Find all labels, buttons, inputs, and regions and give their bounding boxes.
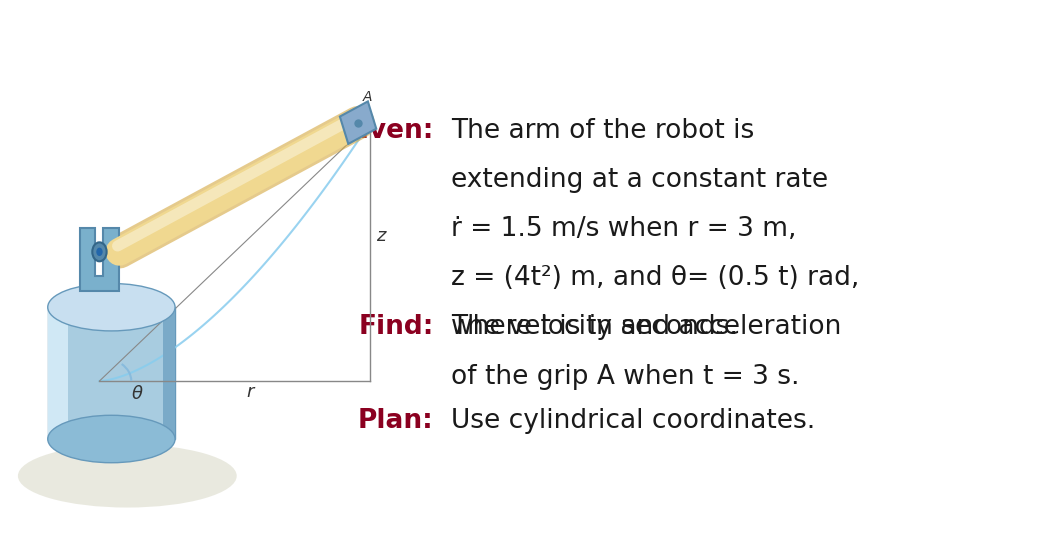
- Text: z = (4t²) m, and θ= (0.5 t) rad,: z = (4t²) m, and θ= (0.5 t) rad,: [451, 265, 860, 291]
- Text: of the grip A when t = 3 s.: of the grip A when t = 3 s.: [451, 364, 800, 390]
- Text: The velocity and acceleration: The velocity and acceleration: [451, 315, 842, 340]
- Text: z: z: [376, 228, 385, 245]
- Text: Use cylindrical coordinates.: Use cylindrical coordinates.: [451, 408, 816, 435]
- Text: r: r: [247, 383, 254, 401]
- Text: The arm of the robot is: The arm of the robot is: [451, 118, 755, 144]
- Text: extending at a constant rate: extending at a constant rate: [451, 167, 828, 193]
- Text: Plan:: Plan:: [358, 408, 433, 435]
- Polygon shape: [163, 307, 175, 439]
- Text: ṙ = 1.5 m/s when r = 3 m,: ṙ = 1.5 m/s when r = 3 m,: [451, 216, 797, 242]
- Polygon shape: [48, 307, 68, 439]
- Polygon shape: [48, 307, 175, 439]
- Text: Find:: Find:: [358, 315, 433, 340]
- Polygon shape: [80, 228, 119, 291]
- Text: A: A: [363, 89, 373, 104]
- Text: $\theta$: $\theta$: [131, 386, 144, 403]
- Ellipse shape: [48, 415, 175, 463]
- Text: Given:: Given:: [338, 118, 433, 144]
- Circle shape: [96, 248, 103, 256]
- Circle shape: [92, 243, 107, 261]
- Ellipse shape: [48, 284, 175, 331]
- Polygon shape: [340, 102, 376, 144]
- Text: where t is in seconds.: where t is in seconds.: [451, 315, 738, 340]
- Ellipse shape: [18, 444, 237, 507]
